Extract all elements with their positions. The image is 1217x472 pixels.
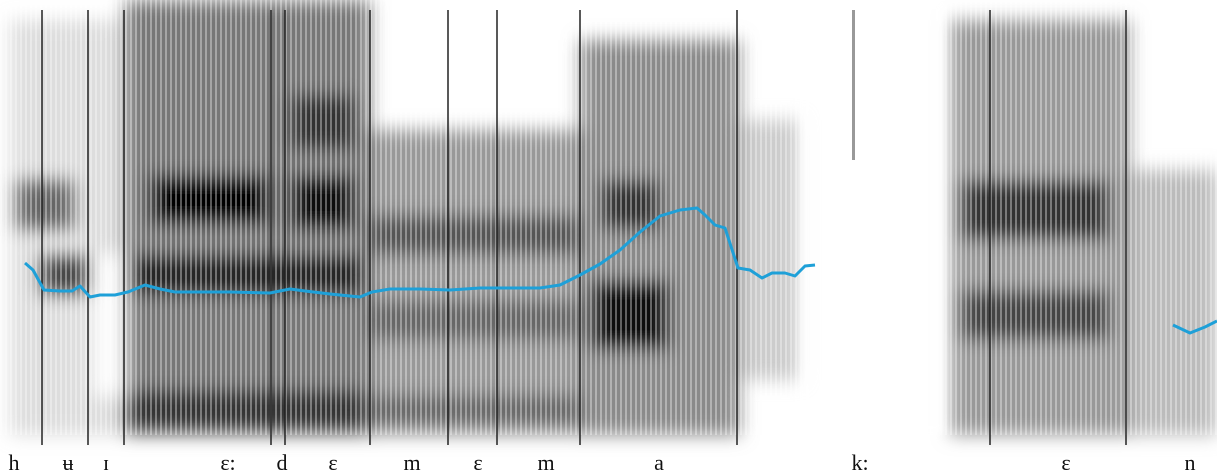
segment-label: h — [9, 450, 20, 472]
segment-label: ɛ — [473, 450, 482, 472]
segment-labels: h ʉ ɪ ɛ: d ɛ m ɛ m a k: ɛ n — [9, 450, 1196, 472]
segment-label: m — [403, 450, 420, 472]
segment-label: ɛ: — [220, 450, 235, 472]
spectrogram — [0, 0, 1217, 435]
segment-label: ʉ — [63, 450, 74, 472]
segment-label: ɛ — [328, 450, 337, 472]
segment-boundaries — [41, 10, 1127, 445]
segment-label: ɪ — [103, 450, 109, 472]
segment-label: ɛ — [1061, 450, 1070, 472]
segment-label: a — [654, 450, 664, 472]
segment-label: n — [1185, 450, 1196, 472]
segment-label: m — [537, 450, 554, 472]
segment-label: k: — [851, 450, 868, 472]
segment-label: d — [277, 450, 288, 472]
pitch-contour — [24, 206, 1217, 335]
